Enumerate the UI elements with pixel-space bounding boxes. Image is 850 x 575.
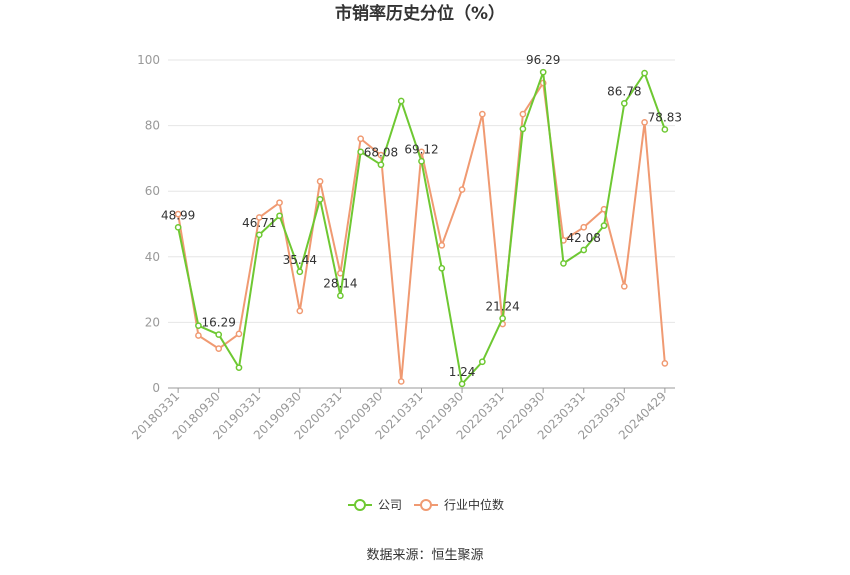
data-label: 1.24	[449, 365, 476, 379]
data-label: 21.24	[485, 299, 519, 313]
data-label: 68.08	[364, 146, 398, 160]
data-point-company	[438, 264, 446, 272]
legend-item-company[interactable]: 公司	[348, 498, 402, 512]
data-point-industry-median	[357, 135, 365, 143]
data-point-industry-median	[661, 360, 669, 367]
data-point-company	[235, 364, 243, 372]
legend[interactable]: 公司 行业中位数	[348, 497, 504, 512]
data-point-company	[661, 126, 669, 133]
grid	[168, 59, 675, 323]
data-point-industry-median	[174, 210, 182, 218]
data-point-company	[215, 331, 223, 338]
data-point-industry-median	[276, 199, 283, 207]
data-point-company	[377, 161, 385, 169]
y-tick-label: 0	[152, 381, 160, 395]
data-point-company	[174, 223, 182, 231]
y-tick-label: 40	[145, 250, 160, 264]
y-tick-label: 20	[145, 315, 160, 329]
data-point-company	[357, 148, 365, 156]
data-point-industry-median	[316, 178, 324, 185]
data-label: 78.83	[648, 110, 682, 124]
y-tick-label: 60	[145, 184, 160, 198]
source-text: 数据来源：恒生聚源	[366, 548, 483, 563]
data-point-company	[620, 100, 628, 107]
data-point-industry-median	[296, 307, 304, 315]
legend-label-industry-median: 行业中位数	[444, 497, 504, 512]
data-point-industry-median	[337, 269, 344, 277]
data-point-industry-median	[438, 241, 446, 249]
data-point-company	[458, 380, 466, 388]
data-label: 35.44	[283, 253, 317, 267]
data-labels: 48.99 16.29 46.71 35.44 28.14 68.08 69.12 1.24 2…	[161, 53, 682, 379]
data-point-company	[276, 212, 283, 220]
data-label: 42.08	[567, 231, 601, 245]
data-point-company	[337, 292, 344, 300]
data-point-company	[641, 69, 648, 77]
data-point-industry-median	[458, 186, 466, 193]
data-point-industry-median	[397, 378, 405, 385]
data-label: 46.71	[242, 216, 276, 230]
data-point-company	[600, 222, 608, 229]
y-tick-label: 80	[145, 119, 160, 133]
data-point-industry-median	[195, 332, 202, 339]
y-tick-label: 100	[137, 53, 160, 67]
data-label: 96.29	[526, 53, 560, 67]
legend-label-company: 公司	[378, 498, 402, 512]
data-label: 86.78	[607, 84, 641, 98]
legend-item-industry-median[interactable]: 行业中位数	[414, 497, 504, 512]
data-point-company	[519, 125, 527, 133]
data-point-company	[580, 246, 588, 254]
series-layer	[174, 68, 669, 388]
data-point-industry-median	[620, 282, 628, 290]
data-point-company	[296, 268, 304, 276]
data-label: 48.99	[161, 208, 195, 222]
chart-title: 市销率历史分位（%）	[335, 3, 505, 24]
data-label: 69.12	[404, 142, 438, 156]
legend-marker-industry-median	[420, 499, 432, 511]
data-point-company	[397, 97, 405, 105]
data-point-industry-median	[255, 214, 263, 221]
data-label: 16.29	[202, 316, 236, 330]
data-point-company	[195, 322, 202, 330]
legend-marker-company	[354, 499, 366, 511]
data-point-company	[539, 68, 547, 76]
data-point-industry-median	[641, 118, 648, 126]
data-point-company	[560, 260, 567, 267]
data-label: 28.14	[323, 277, 357, 291]
data-point-industry-median	[215, 345, 223, 352]
data-point-industry-median	[580, 223, 588, 231]
data-point-company	[255, 231, 263, 239]
data-point-company	[478, 358, 486, 366]
series-company	[174, 68, 669, 388]
data-point-company	[316, 196, 324, 203]
data-point-industry-median	[519, 110, 527, 118]
data-point-company	[418, 157, 425, 165]
data-point-industry-median	[478, 110, 486, 118]
data-point-company	[499, 314, 506, 322]
data-point-industry-median	[235, 330, 243, 338]
